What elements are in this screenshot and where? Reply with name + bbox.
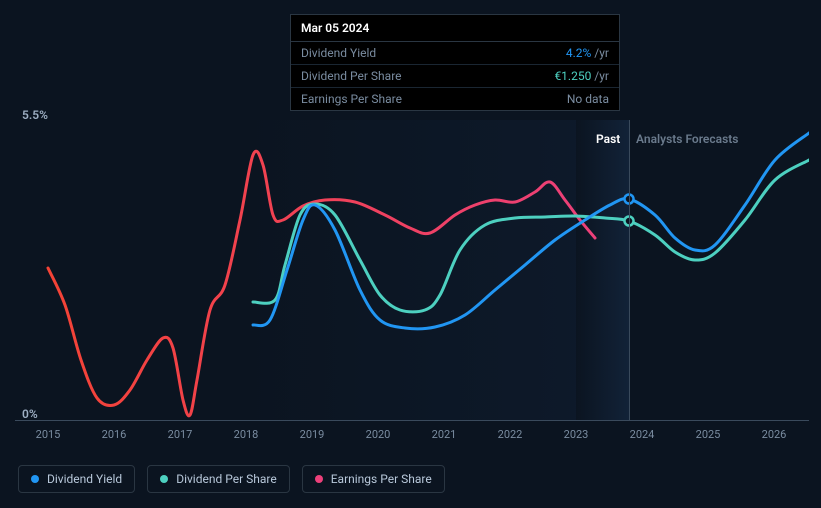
legend-item[interactable]: Earnings Per Share xyxy=(302,465,445,493)
x-axis-tick: 2021 xyxy=(432,428,457,441)
tooltip-row-value: No data xyxy=(567,92,609,106)
forecast-divider xyxy=(629,120,630,420)
legend-dot-icon xyxy=(160,475,168,483)
legend-label: Dividend Yield xyxy=(47,472,122,486)
region-past-label: Past xyxy=(596,132,620,146)
x-axis-tick: 2015 xyxy=(36,428,61,441)
tooltip-row-value: €1.250 /yr xyxy=(554,69,609,83)
x-axis-tick: 2023 xyxy=(564,428,589,441)
dividend-yield-line xyxy=(253,133,809,329)
legend-dot-icon xyxy=(315,475,323,483)
x-axis-tick: 2020 xyxy=(366,428,391,441)
legend-dot-icon xyxy=(31,475,39,483)
x-axis-tick: 2018 xyxy=(234,428,259,441)
legend-label: Dividend Per Share xyxy=(176,472,277,486)
earnings-per-share-line xyxy=(48,151,595,416)
legend-item[interactable]: Dividend Per Share xyxy=(147,465,290,493)
x-axis-tick: 2019 xyxy=(300,428,325,441)
legend-item[interactable]: Dividend Yield xyxy=(18,465,135,493)
tooltip-row-label: Dividend Yield xyxy=(301,46,376,60)
tooltip-row-label: Dividend Per Share xyxy=(301,69,402,83)
tooltip-row: Dividend Yield 4.2% /yr xyxy=(291,42,619,65)
tooltip-row-value: 4.2% /yr xyxy=(566,46,609,60)
x-axis-tick: 2022 xyxy=(498,428,523,441)
tooltip-row: Dividend Per Share €1.250 /yr xyxy=(291,65,619,88)
tooltip-date: Mar 05 2024 xyxy=(291,15,619,42)
chart-plot xyxy=(15,120,809,420)
tooltip-row-label: Earnings Per Share xyxy=(301,92,402,106)
x-axis-tick: 2025 xyxy=(696,428,721,441)
legend-label: Earnings Per Share xyxy=(331,472,432,486)
chart-tooltip: Mar 05 2024 Dividend Yield4.2% /yrDivide… xyxy=(290,14,620,111)
x-axis-tick: 2016 xyxy=(102,428,127,441)
x-axis-tick: 2026 xyxy=(762,428,787,441)
chart-baseline xyxy=(15,420,809,421)
x-axis-tick: 2024 xyxy=(630,428,655,441)
x-axis-tick: 2017 xyxy=(168,428,193,441)
tooltip-row: Earnings Per Share No data xyxy=(291,88,619,110)
region-forecast-label: Analysts Forecasts xyxy=(636,132,738,146)
chart-legend: Dividend Yield Dividend Per Share Earnings… xyxy=(18,465,445,493)
